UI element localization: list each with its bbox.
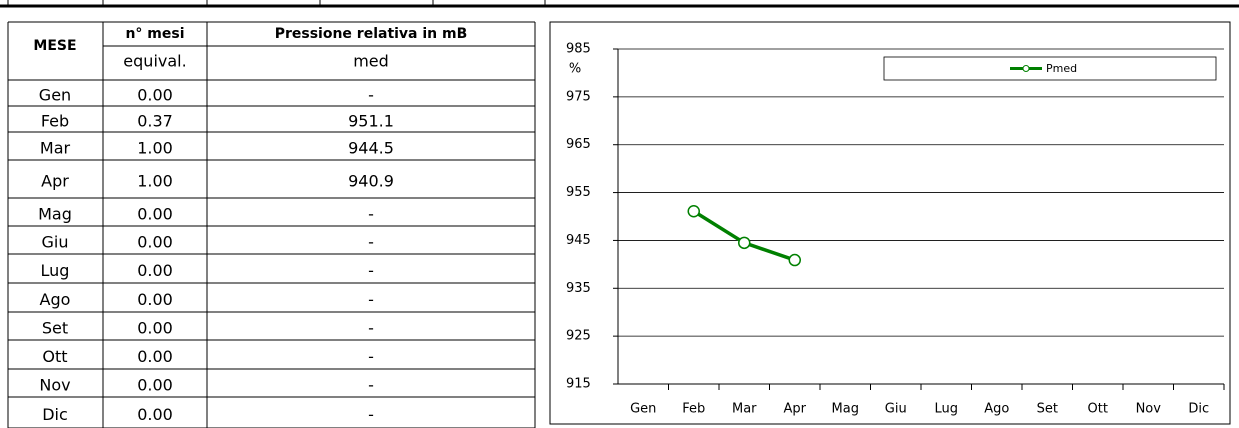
table-cell: -	[368, 86, 374, 105]
subheader-mesi: equival.	[123, 52, 186, 71]
table-cell: -	[368, 347, 374, 366]
x-tick-label: Giu	[885, 402, 907, 417]
table-cell: 944.5	[348, 139, 394, 158]
y-tick-label: 925	[566, 329, 591, 344]
table-cell: 1.00	[137, 172, 173, 191]
table-cell: 0.00	[137, 290, 173, 309]
table-cell: 951.1	[348, 112, 394, 131]
table-cell: -	[368, 405, 374, 424]
x-tick-label: Mag	[832, 402, 859, 417]
table-cell: -	[368, 376, 374, 395]
y-tick-label: 955	[566, 185, 591, 200]
table-cell: Giu	[42, 233, 69, 252]
table-cell: Gen	[39, 86, 71, 105]
table-cell: 0.00	[137, 405, 173, 424]
table-cell: 0.00	[137, 261, 173, 280]
table-cell: 1.00	[137, 139, 173, 158]
legend-box	[883, 56, 1217, 81]
table-cell: 0.00	[137, 376, 173, 395]
table-cell: Ott	[42, 347, 67, 366]
table-cell: Mar	[40, 139, 71, 158]
chart-frame	[549, 21, 1231, 425]
x-tick-label: Ott	[1088, 402, 1108, 417]
table-cell: -	[368, 261, 374, 280]
table-cell: Apr	[41, 172, 69, 191]
table-cell: Mag	[38, 205, 72, 224]
header-pressione: Pressione relativa in mB	[275, 26, 468, 42]
point	[687, 204, 700, 218]
legend-label: Pmed	[1046, 62, 1077, 75]
table-cell: 0.00	[137, 319, 173, 338]
x-tick-label: Gen	[630, 402, 656, 417]
table: MESE n° mesi Pressione relativa in mB eq…	[7, 21, 536, 428]
x-tick-label: Set	[1037, 402, 1058, 417]
table-cell: Ago	[40, 290, 71, 309]
table-cell: -	[368, 205, 374, 224]
table-cell: 0.00	[137, 205, 173, 224]
table-cell: -	[368, 233, 374, 252]
top-strip	[0, 0, 1239, 8]
table-cell: -	[368, 319, 374, 338]
x-tick-label: Feb	[682, 402, 705, 417]
table-cell: 0.37	[137, 112, 173, 131]
table-cell: Set	[42, 319, 68, 338]
header-mese: MESE	[33, 38, 76, 54]
table-cell: 940.9	[348, 172, 394, 191]
point	[788, 253, 801, 267]
x-tick-label: Mar	[732, 402, 757, 417]
y-unit: %	[569, 62, 581, 77]
x-tick-label: Lug	[934, 402, 958, 417]
chart: 915 925 935 945 955 965 975 985 Gen Feb Mar Apr Mag G…	[566, 42, 1225, 417]
subheader-pressione: med	[353, 52, 389, 71]
table-cell: Dic	[42, 405, 68, 424]
table-cell: 0.00	[137, 86, 173, 105]
table-cell: 0.00	[137, 347, 173, 366]
y-tick-label: 935	[566, 281, 591, 296]
series-line	[692, 209, 796, 262]
table-cell: -	[368, 290, 374, 309]
point	[738, 236, 751, 250]
table-cell: Lug	[41, 261, 70, 280]
table-cell: Nov	[39, 376, 70, 395]
y-tick-label: 965	[566, 137, 591, 152]
y-tick-label: 915	[566, 377, 591, 392]
y-tick-label: 945	[566, 233, 591, 248]
x-tick-label: Ago	[984, 402, 1009, 417]
y-tick-label: 975	[566, 89, 591, 104]
x-tick-label: Apr	[784, 402, 807, 417]
legend-marker	[1022, 65, 1030, 72]
x-tick-label: Nov	[1136, 402, 1162, 417]
x-tick-label: Dic	[1188, 402, 1209, 417]
header-mesi: n° mesi	[125, 26, 184, 42]
table-cell: Feb	[41, 112, 69, 131]
table-cell: 0.00	[137, 233, 173, 252]
y-tick-label: 985	[566, 42, 591, 57]
